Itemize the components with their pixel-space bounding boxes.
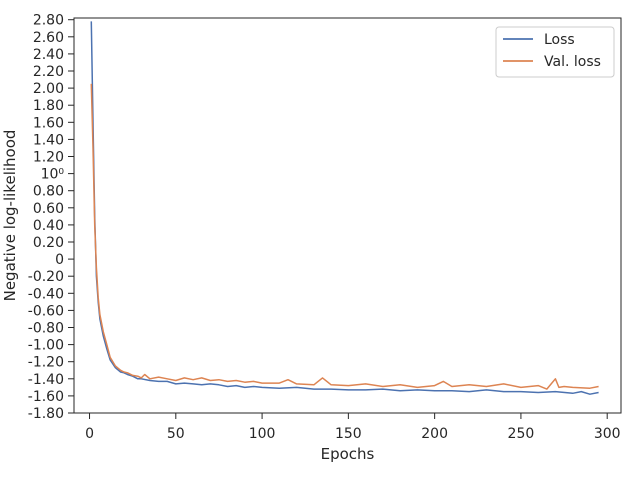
x-tick-label: 250 [508, 426, 535, 442]
y-tick-label: -1.00 [28, 338, 64, 354]
x-tick-label: 50 [167, 426, 185, 442]
y-tick-label: 0.40 [33, 218, 64, 234]
y-axis-ticks: 2.802.602.402.202.001.801.601.401.2010⁰0… [28, 13, 74, 422]
y-tick-label: -0.40 [28, 286, 64, 302]
legend-label-2: Val. loss [544, 54, 601, 70]
x-tick-label: 0 [85, 426, 94, 442]
y-tick-label: -1.20 [28, 355, 64, 371]
y-tick-label: 2.40 [33, 47, 64, 63]
x-axis-label: Epochs [321, 445, 375, 463]
y-tick-label: 0.60 [33, 201, 64, 217]
x-tick-label: 100 [249, 426, 276, 442]
x-tick-label: 150 [335, 426, 362, 442]
legend: Loss Val. loss [495, 26, 615, 78]
y-tick-label: 1.40 [33, 132, 64, 148]
y-tick-label: -0.60 [28, 303, 64, 319]
x-tick-label: 300 [594, 426, 621, 442]
y-tick-label: 0 [55, 252, 64, 268]
y-tick-label: -1.60 [28, 389, 64, 405]
y-tick-label: 2.60 [33, 30, 64, 46]
y-axis-label: Negative log-likelihood [1, 130, 19, 302]
y-tick-label: -1.80 [28, 406, 64, 422]
y-tick-label: 0.80 [33, 184, 64, 200]
y-tick-label: -0.20 [28, 269, 64, 285]
y-tick-label: -1.40 [28, 372, 64, 388]
y-tick-label: 1.60 [33, 115, 64, 131]
series-layer [90, 21, 599, 395]
series-line-1 [90, 21, 599, 395]
y-tick-label: 0.20 [33, 235, 64, 251]
y-tick-label: 2.20 [33, 64, 64, 80]
x-tick-label: 200 [421, 426, 448, 442]
legend-label-1: Loss [544, 32, 575, 48]
y-tick-label: 10⁰ [41, 167, 65, 183]
y-tick-label: 2.00 [33, 81, 64, 97]
y-tick-label: -0.80 [28, 321, 64, 337]
y-tick-label: 1.80 [33, 98, 64, 114]
x-axis-ticks: 0 50 100 150 200 250 300 [85, 413, 621, 442]
plot-frame [73, 17, 622, 414]
series-line-2 [90, 83, 599, 390]
y-tick-label: 2.80 [33, 13, 64, 29]
y-tick-label: 1.20 [33, 150, 64, 166]
